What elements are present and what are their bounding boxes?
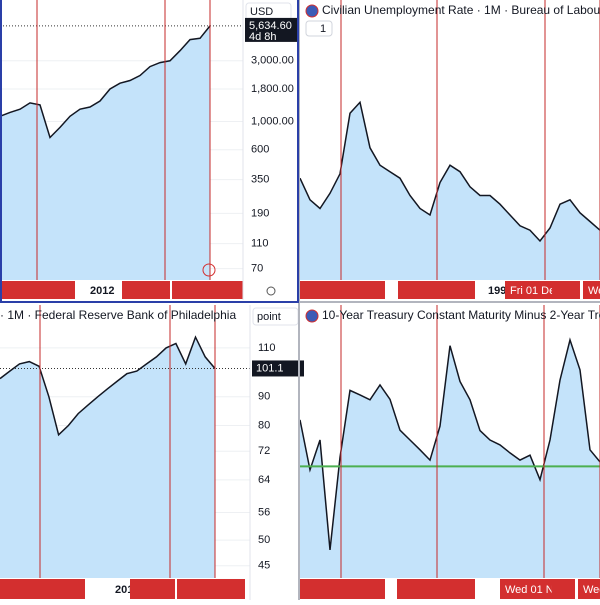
price-axis bbox=[243, 0, 298, 280]
active-pane-border bbox=[0, 0, 299, 303]
date-label-box bbox=[0, 579, 85, 599]
y-tick-label: 600 bbox=[251, 144, 269, 156]
price-axis bbox=[250, 305, 298, 578]
unit-label: USD bbox=[250, 6, 273, 18]
settings-icon[interactable] bbox=[266, 286, 276, 296]
badge[interactable] bbox=[305, 20, 333, 37]
price-label: 5,634.60 bbox=[249, 20, 292, 32]
y-tick-label: 110 bbox=[258, 342, 276, 354]
area-fill bbox=[300, 339, 600, 578]
date-label-box bbox=[583, 281, 600, 299]
date-label-box bbox=[0, 281, 75, 299]
series-line bbox=[0, 25, 211, 139]
y-tick-label: 64 bbox=[258, 474, 270, 486]
y-tick-label: 56 bbox=[258, 506, 270, 518]
pane-title: · 1M · Federal Reserve Bank of Philadelp… bbox=[0, 308, 236, 322]
date-label-box bbox=[300, 579, 385, 599]
area-fill bbox=[0, 25, 210, 281]
y-tick-label: 50 bbox=[258, 534, 270, 546]
date-label-box bbox=[122, 281, 170, 299]
price-label-box bbox=[245, 17, 297, 42]
date-label-box bbox=[397, 579, 475, 599]
area-fill bbox=[0, 337, 215, 578]
date-label-box bbox=[505, 281, 580, 299]
y-tick-label: 110 bbox=[251, 238, 269, 250]
date-label-box bbox=[172, 281, 243, 299]
price-label-box bbox=[252, 360, 304, 377]
y-tick-label: 350 bbox=[251, 174, 269, 186]
series-line bbox=[0, 335, 216, 437]
date-label: Wed bbox=[588, 285, 600, 297]
series-line bbox=[299, 337, 600, 550]
area-fill bbox=[300, 102, 600, 280]
date-label-box bbox=[578, 579, 600, 599]
y-tick-label: 90 bbox=[258, 391, 270, 403]
y-tick-label: 3,000.00 bbox=[251, 55, 294, 67]
price-label: 101.1 bbox=[256, 362, 284, 374]
date-label-box bbox=[177, 579, 245, 599]
date-label: Wed bbox=[583, 584, 600, 596]
date-label-box bbox=[300, 281, 385, 299]
pane-title: Civilian Unemployment Rate · 1M · Bureau… bbox=[322, 3, 600, 17]
y-tick-label: 1,800.00 bbox=[251, 83, 294, 95]
y-tick-label: 70 bbox=[251, 263, 263, 275]
unit-label: point bbox=[257, 311, 281, 323]
series-line bbox=[299, 100, 600, 243]
date-label-box bbox=[398, 281, 475, 299]
countdown: 4d 8h bbox=[249, 31, 277, 43]
date-label-box bbox=[130, 579, 175, 599]
flag-icon bbox=[305, 309, 319, 323]
y-tick-label: 72 bbox=[258, 445, 270, 457]
alert-icon[interactable] bbox=[202, 263, 216, 277]
y-tick-label: 80 bbox=[258, 419, 270, 431]
flag-icon bbox=[305, 4, 319, 18]
pane-title: 10-Year Treasury Constant Maturity Minus… bbox=[322, 308, 600, 322]
y-tick-label: 1,000.00 bbox=[251, 115, 294, 127]
date-label: 2012 bbox=[90, 285, 114, 297]
date-label-box bbox=[500, 579, 575, 599]
y-tick-label: 190 bbox=[251, 207, 269, 219]
badge-label: 1 bbox=[320, 23, 326, 35]
y-tick-label: 45 bbox=[258, 560, 270, 572]
